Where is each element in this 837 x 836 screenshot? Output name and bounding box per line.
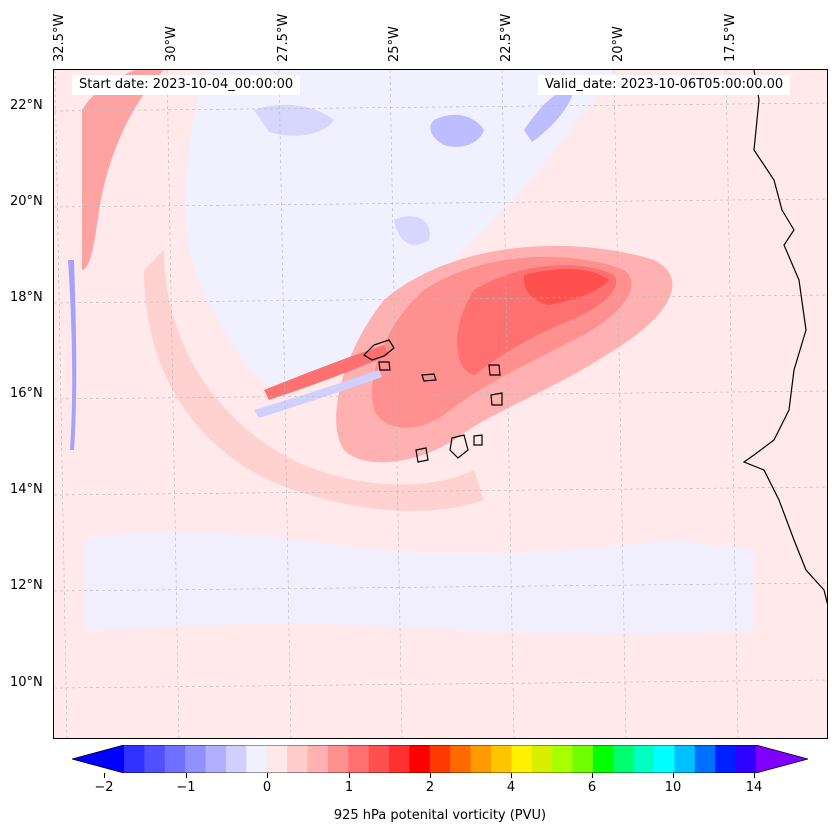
colorbar [72, 745, 808, 773]
colorbar-tick-mark [349, 773, 350, 778]
lon-label: 25°W [387, 26, 402, 62]
colorbar-tick-label: −1 [176, 780, 196, 795]
colorbar-segment [552, 745, 574, 773]
colorbar-tick-mark [511, 773, 512, 778]
pv-arc [144, 250, 484, 511]
colorbar-tick-label: 4 [506, 780, 516, 795]
colorbar-tick-label: 14 [745, 780, 763, 795]
colorbar-tick-mark [186, 773, 187, 778]
lat-label: 22°N [10, 98, 43, 113]
colorbar-segment [735, 745, 757, 773]
colorbar-segment [572, 745, 594, 773]
colorbar-segment [144, 745, 166, 773]
colorbar-min-arrow [72, 745, 124, 773]
lon-label: 27.5°W [276, 13, 291, 62]
colorbar-tick-mark [104, 773, 105, 778]
colorbar-segment [633, 745, 655, 773]
colorbar-segment [470, 745, 492, 773]
colorbar-segment [164, 745, 186, 773]
map-panel[interactable] [53, 69, 828, 739]
pv-west-band-blue [68, 260, 77, 450]
lat-label: 12°N [10, 578, 43, 593]
colorbar-tick-label: 2 [425, 780, 435, 795]
colorbar-segment [490, 745, 512, 773]
colorbar-segment [266, 745, 288, 773]
colorbar-segment [205, 745, 227, 773]
africa-coastline [742, 70, 827, 605]
lat-label: 14°N [10, 482, 43, 497]
pv-blue-patch-4 [394, 216, 430, 245]
pv-blue-patch-3 [254, 104, 334, 136]
pv-low-region-south [84, 531, 754, 635]
colorbar-tick-label: −2 [94, 780, 114, 795]
pv-max-region-4 [523, 268, 609, 305]
colorbar-tick-mark [430, 773, 431, 778]
pv-streak [264, 345, 389, 400]
colorbar-segment [307, 745, 329, 773]
colorbar-segment [531, 745, 553, 773]
colorbar-segment [429, 745, 451, 773]
colorbar-tick-mark [267, 773, 268, 778]
lat-label: 16°N [10, 386, 43, 401]
lat-label: 10°N [10, 675, 43, 690]
lon-label: 20°W [611, 26, 626, 62]
colorbar-tick-mark [592, 773, 593, 778]
lat-label: 18°N [10, 290, 43, 305]
colorbar-segment [511, 745, 533, 773]
colorbar-segment [409, 745, 431, 773]
lat-label: 20°N [10, 194, 43, 209]
start-date-label: Start date: 2023-10-04_00:00:00 [72, 75, 301, 95]
colorbar-label: 925 hPa potenital vorticity (PVU) [333, 808, 547, 823]
pv-west-band-red [82, 70, 164, 270]
colorbar-segment [654, 745, 675, 773]
colorbar-tick-mark [673, 773, 674, 778]
cape-verde-islands [363, 339, 503, 463]
colorbar-segment [368, 745, 390, 773]
pv-field-map [54, 70, 827, 738]
lon-label: 30°W [164, 26, 179, 62]
colorbar-segment [674, 745, 696, 773]
colorbar-segment [348, 745, 370, 773]
lon-label: 22.5°W [499, 13, 514, 62]
colorbar-segment [694, 745, 716, 773]
pv-blue-patch-1 [430, 114, 484, 147]
colorbar-segment [715, 745, 737, 773]
colorbar-segment [124, 745, 145, 773]
lon-label: 32.5°W [52, 13, 67, 62]
colorbar-segment [327, 745, 349, 773]
pv-blue-patch-2 [524, 89, 574, 142]
colorbar-segment [246, 745, 268, 773]
colorbar-segment [450, 745, 472, 773]
colorbar-tick-label: 1 [344, 780, 354, 795]
colorbar-tick-label: 0 [262, 780, 272, 795]
pv-streak-blue [254, 370, 382, 418]
colorbar-segment [592, 745, 614, 773]
colorbar-segment [287, 745, 308, 773]
valid-date-label: Valid_date: 2023-10-06T05:00:00.00 [538, 75, 791, 95]
colorbar-tick-mark [754, 773, 755, 778]
colorbar-tick-label: 10 [664, 780, 682, 795]
colorbar-segment [225, 745, 247, 773]
colorbar-max-arrow [756, 745, 808, 773]
colorbar-segment [185, 745, 207, 773]
lon-label: 17.5°W [723, 13, 738, 62]
colorbar-segment [613, 745, 635, 773]
colorbar-segment [389, 745, 410, 773]
colorbar-tick-label: 6 [587, 780, 597, 795]
